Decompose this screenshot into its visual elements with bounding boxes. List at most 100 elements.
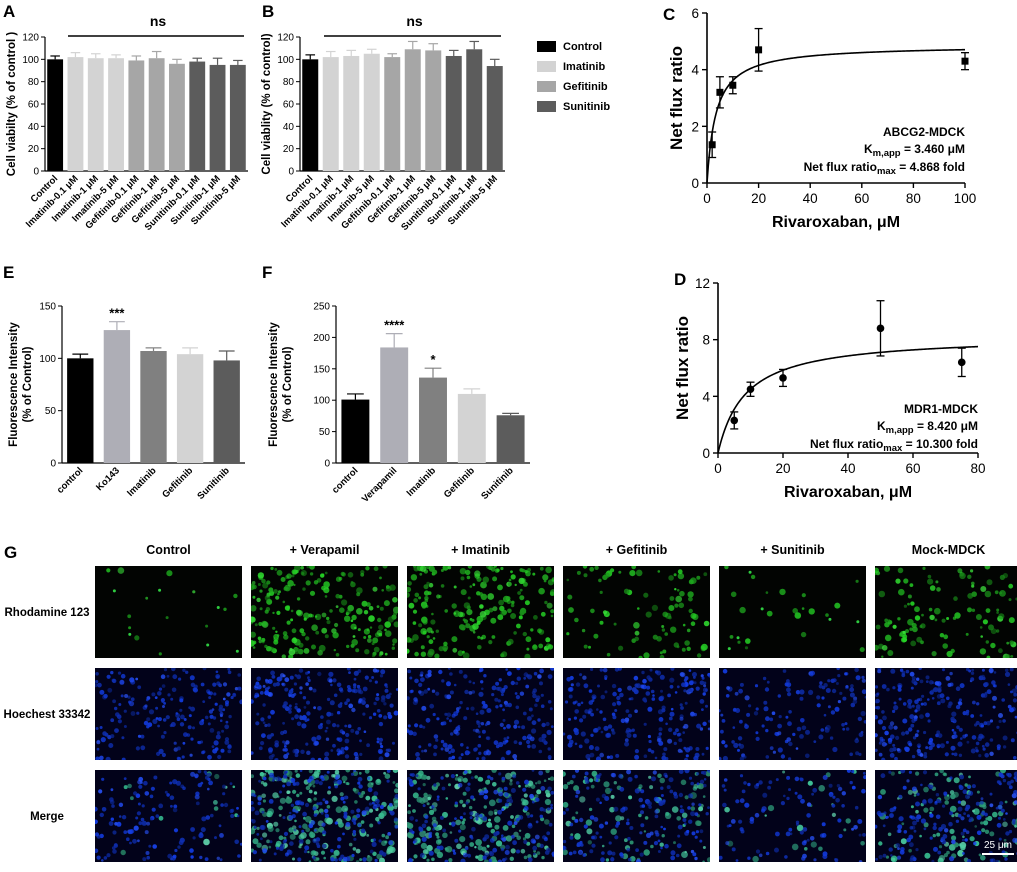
scale-bar-label: 25 μm xyxy=(984,840,1012,851)
cell-signal xyxy=(455,819,462,826)
cell-signal xyxy=(766,610,773,617)
nucleus xyxy=(110,817,115,821)
nucleus xyxy=(904,746,909,751)
nucleus xyxy=(971,668,975,672)
y-tick-label: 250 xyxy=(313,302,330,313)
cell-signal xyxy=(460,589,467,596)
nucleus xyxy=(261,810,265,814)
cell-signal xyxy=(494,811,498,815)
cell-signal xyxy=(599,620,604,625)
nucleus xyxy=(758,853,763,858)
nucleus xyxy=(317,706,322,711)
nucleus xyxy=(476,720,481,726)
cell-signal xyxy=(603,781,610,788)
cell-signal xyxy=(910,805,914,809)
cell-signal xyxy=(550,609,554,614)
nucleus xyxy=(362,686,368,692)
cell-signal xyxy=(365,566,370,571)
nucleus xyxy=(996,725,1000,729)
nucleus xyxy=(324,808,329,814)
nucleus xyxy=(525,684,530,689)
nucleus xyxy=(909,842,914,848)
nucleus xyxy=(538,770,544,776)
nucleus xyxy=(166,674,170,678)
y-tick-label: 4 xyxy=(702,389,710,404)
cell-signal xyxy=(368,808,374,813)
cell-signal xyxy=(985,608,991,613)
cell-signal xyxy=(420,842,427,849)
nucleus xyxy=(968,816,974,822)
nucleus xyxy=(463,812,466,816)
nucleus xyxy=(640,810,644,815)
cell-signal xyxy=(965,632,969,636)
nucleus xyxy=(339,729,344,734)
nucleus xyxy=(881,725,887,731)
cell-signal xyxy=(892,857,896,861)
nucleus xyxy=(607,850,613,856)
nucleus xyxy=(264,690,270,696)
nucleus xyxy=(343,814,348,819)
cell-signal xyxy=(910,640,917,647)
nucleus xyxy=(312,856,316,860)
nucleus xyxy=(762,792,768,798)
cell-signal xyxy=(543,579,547,583)
y-tick-label: 60 xyxy=(28,100,40,111)
legend-item: Imatinib xyxy=(537,60,647,73)
cell-signal xyxy=(913,794,917,797)
data-point xyxy=(876,324,885,333)
nucleus xyxy=(624,717,630,723)
y-tick-label: 0 xyxy=(33,167,39,178)
nucleus xyxy=(384,688,389,693)
cell-signal xyxy=(381,589,385,592)
nucleus xyxy=(739,774,744,778)
nucleus xyxy=(172,779,178,785)
nucleus xyxy=(438,845,444,851)
nucleus xyxy=(965,794,970,800)
nucleus xyxy=(466,746,469,749)
cell-signal xyxy=(256,597,261,603)
nucleus xyxy=(512,774,517,779)
nucleus xyxy=(432,827,435,831)
nucleus xyxy=(606,732,612,738)
nucleus xyxy=(604,677,608,680)
nucleus xyxy=(611,851,616,856)
nucleus xyxy=(638,797,643,803)
nucleus xyxy=(935,793,940,797)
cell-signal xyxy=(981,828,986,833)
nucleus xyxy=(220,803,224,807)
nucleus xyxy=(140,817,145,822)
cell-signal xyxy=(550,614,554,618)
nucleus xyxy=(356,684,361,689)
nucleus xyxy=(330,857,335,862)
nucleus xyxy=(183,732,188,737)
cell-signal xyxy=(346,644,350,649)
nucleus xyxy=(803,839,807,844)
cell-signal xyxy=(643,830,647,833)
nucleus xyxy=(505,750,511,756)
nucleus xyxy=(301,723,307,729)
nucleus xyxy=(549,707,553,711)
nucleus xyxy=(787,721,792,727)
cell-signal xyxy=(435,839,442,845)
nucleus xyxy=(884,743,888,746)
nucleus xyxy=(351,707,356,713)
nucleus xyxy=(343,811,348,816)
nucleus xyxy=(967,785,971,789)
nucleus xyxy=(698,803,702,807)
cell-signal xyxy=(481,634,487,640)
nucleus xyxy=(828,783,833,788)
cell-signal xyxy=(308,770,313,774)
nucleus xyxy=(541,738,546,743)
cell-signal xyxy=(657,570,661,573)
cell-signal xyxy=(999,591,1002,595)
cell-signal xyxy=(448,858,453,862)
nucleus xyxy=(498,798,503,803)
cell-signal xyxy=(235,649,239,653)
nucleus xyxy=(663,827,666,831)
nucleus xyxy=(721,740,726,745)
cell-signal xyxy=(569,780,574,785)
cell-signal xyxy=(251,605,257,612)
nucleus xyxy=(691,802,695,806)
nucleus xyxy=(324,729,328,733)
nucleus xyxy=(326,770,330,774)
